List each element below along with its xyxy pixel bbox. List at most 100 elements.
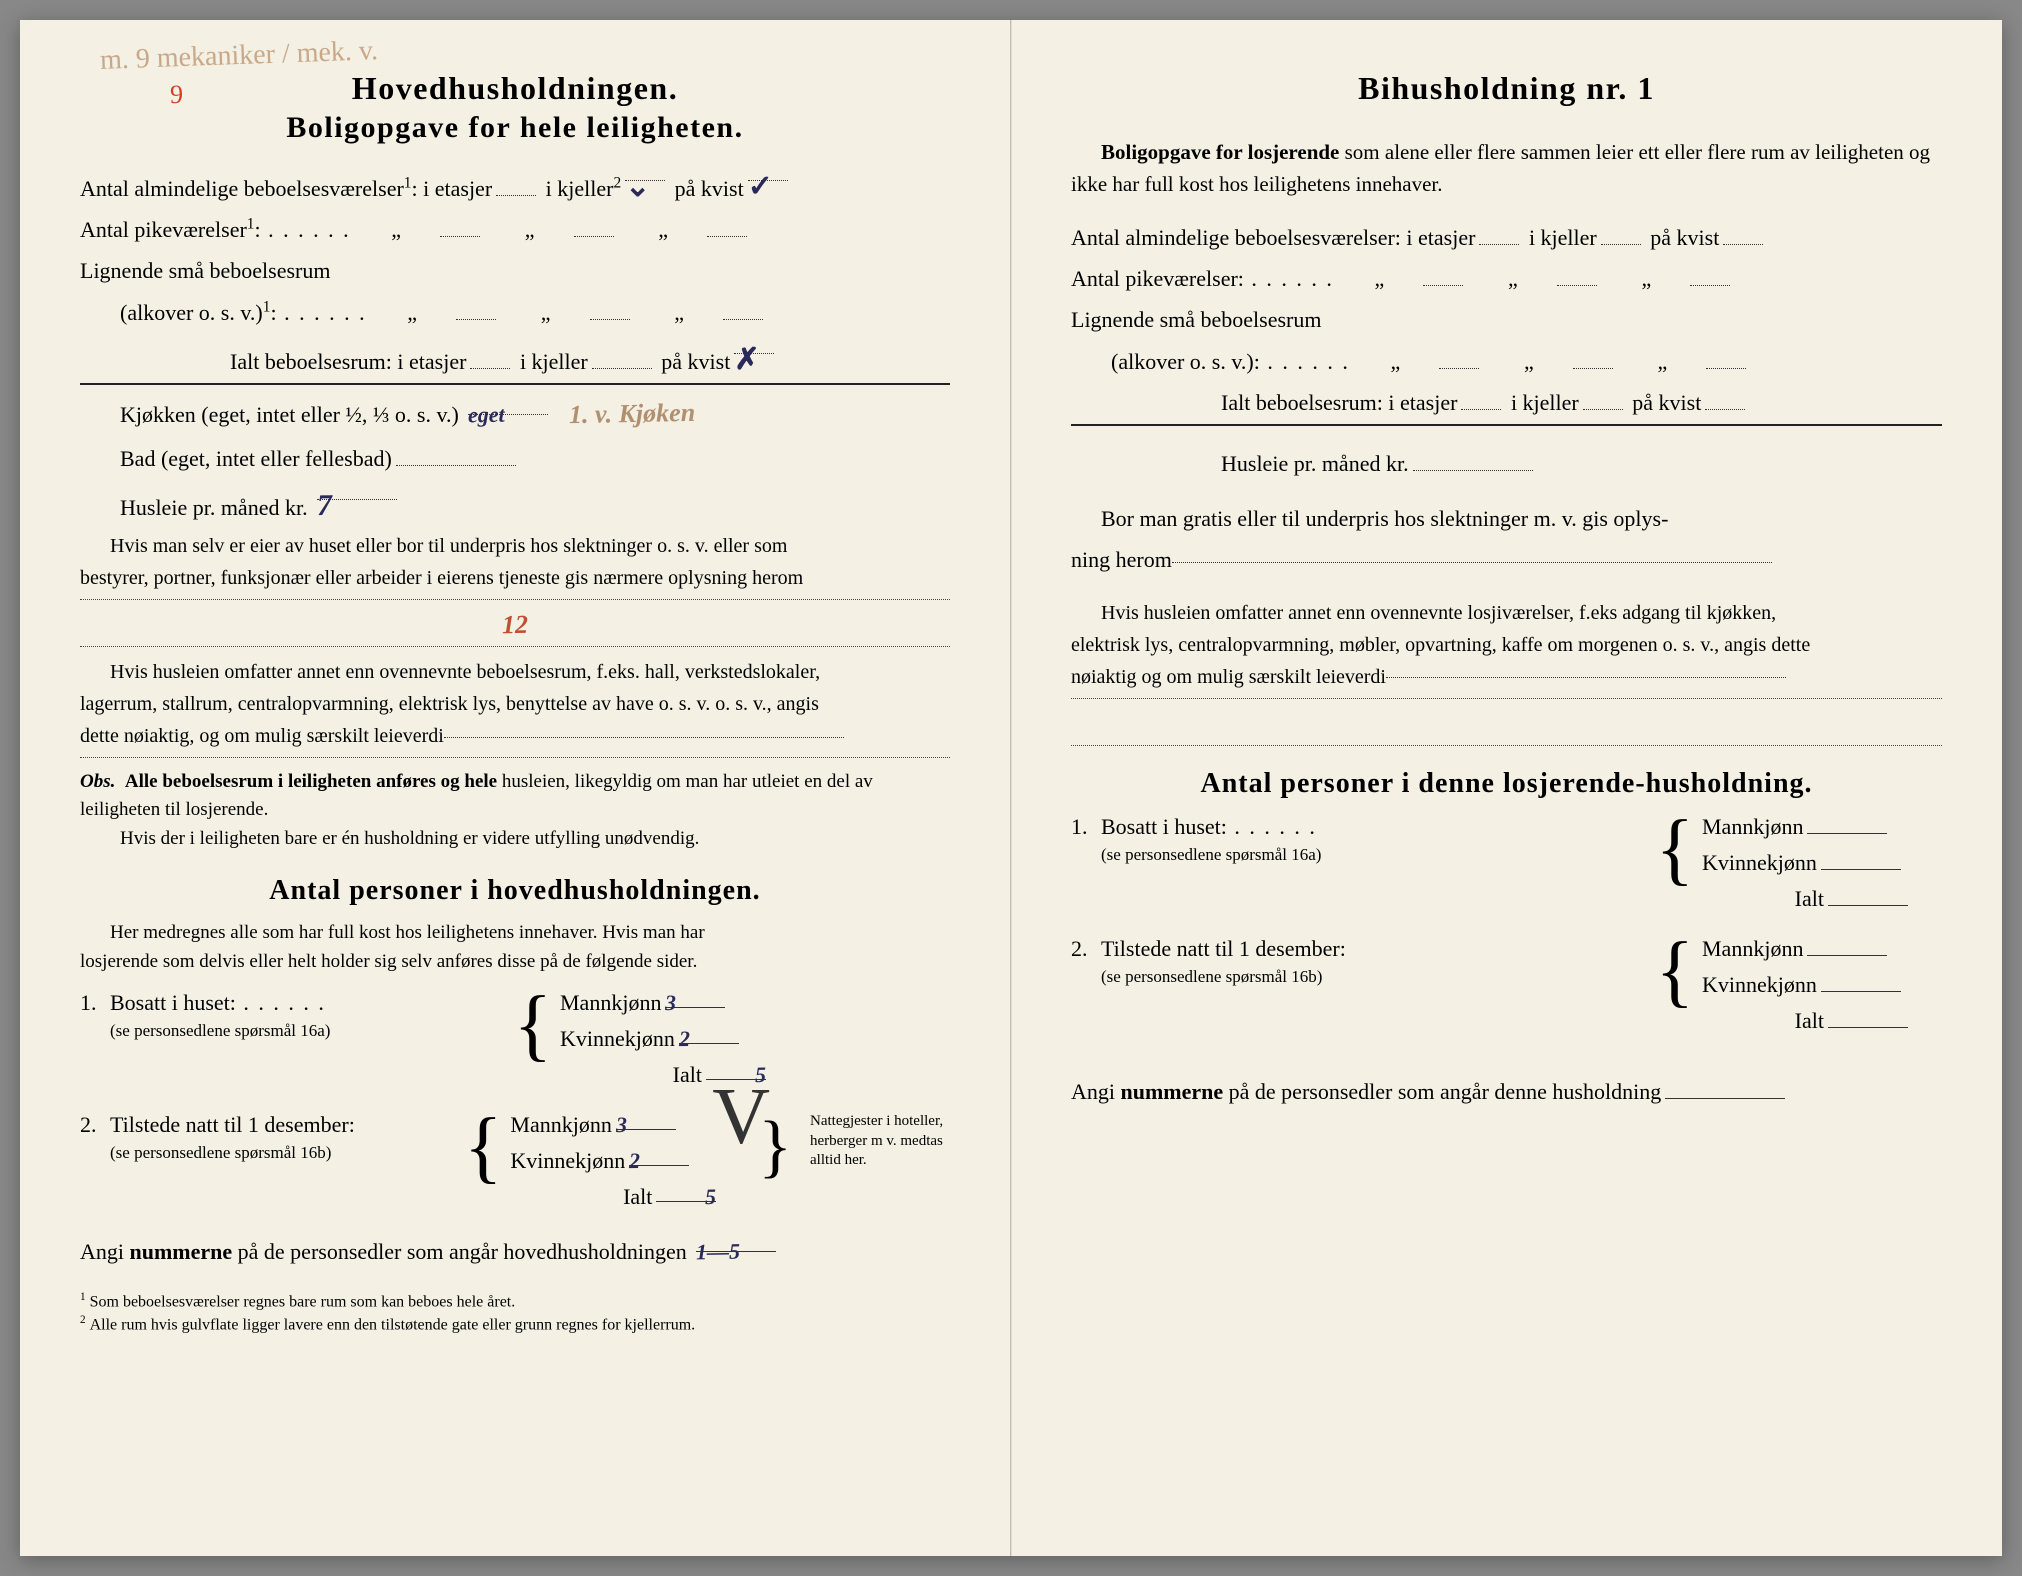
p1-k-blank: 2 (679, 1026, 739, 1044)
label-pike: Antal pikeværelser (80, 217, 247, 242)
r-note-3: nøiaktig og om mulig særskilt leieverdi (1071, 662, 1942, 692)
blank-kvist-1: ✓ (748, 163, 788, 181)
r-rule-2 (1071, 745, 1942, 746)
ditto-2c: „ (639, 295, 719, 330)
note-husleie-3-text: dette nøiaktig, og om mulig særskilt lei… (80, 725, 444, 747)
r-persons-row-2: 2. Tilstede natt til 1 desember: (se per… (1071, 936, 1942, 1044)
census-form-document: m. 9 mekaniker / mek. v. 9 Hovedhusholdn… (20, 20, 2002, 1556)
p2-m-label: Mannkjønn (510, 1112, 611, 1137)
row-lignende-1: Lignende små beboelsesrum (80, 253, 950, 288)
r-blank-e1 (1479, 227, 1519, 245)
r-dots-p1 (1227, 814, 1317, 839)
right-persons-title: Antal personer i denne losjerende-hushol… (1071, 768, 1942, 800)
r-blank-pkv (1690, 268, 1730, 286)
handwriting-red-9: 9 (170, 80, 183, 110)
p2-label: Tilstede natt til 1 desember: (110, 1112, 355, 1137)
r-p2-i-blank (1828, 1010, 1908, 1028)
rule-2 (80, 646, 950, 647)
r-label-ialt: Ialt beboelsesrum: (1221, 390, 1383, 415)
persons-intro-2: losjerende som delvis eller helt holder … (80, 948, 950, 977)
persons-intro-1: Her medregnes alle som har full kost hos… (80, 919, 950, 948)
r-label-kjeller: i kjeller (1529, 225, 1597, 250)
r-p2-i-label: Ialt (1795, 1008, 1824, 1033)
hw-red-12: 12 (502, 610, 529, 640)
note-eier-1: Hvis man selv er eier av huset eller bor… (80, 531, 950, 561)
hw-p1-k: 2 (679, 1026, 690, 1052)
hw-p2-i: 5 (705, 1184, 716, 1210)
r-brace-2: { (1648, 936, 1702, 1006)
persons-row-2: 2. Tilstede natt til 1 desember: (se per… (80, 1112, 950, 1220)
row-pikevaerelser: Antal pikeværelser1: „ „ „ (80, 212, 950, 247)
r-p1-m-blank (1807, 816, 1887, 834)
ditto-2b: „ (506, 295, 586, 330)
r-row-alkover: (alkover o. s. v.): „ „ „ (1071, 344, 1942, 379)
r-ialt-k-label: i kjeller (1511, 390, 1579, 415)
blank-bad (396, 448, 516, 466)
angi-rest: på de personsedler som angår hovedhushol… (238, 1239, 687, 1264)
r-dotline-b (1386, 677, 1786, 678)
row-ialt-bebo: Ialt beboelsesrum: i etasjer i kjeller p… (80, 336, 950, 385)
hw-eget: eget (468, 397, 505, 433)
r-note-1: Hvis husleien omfatter annet enn ovennev… (1071, 598, 1942, 628)
row-kjokken: Kjøkken (eget, intet eller ½, ⅓ o. s. v.… (80, 393, 950, 435)
row-bad: Bad (eget, intet eller fellesbad) (80, 441, 950, 476)
r-p1-k-label: Kvinnekjønn (1702, 850, 1817, 875)
hw-husleie-7: 7 (317, 482, 333, 530)
r-ditto-2c: „ (1622, 344, 1702, 379)
r-row-antal-alm: Antal almindelige beboelsesværelser: i e… (1071, 220, 1942, 255)
fn-sup-1: 1 (80, 1291, 86, 1303)
dots-2 (277, 300, 367, 325)
r-p2-k-blank (1821, 974, 1901, 992)
p2-num: 2. (80, 1112, 110, 1138)
label-ialt-bebo: Ialt beboelsesrum: (230, 349, 392, 374)
r-angi-row: Angi nummerne på de personsedler som ang… (1071, 1074, 1942, 1109)
r-blank-husleie (1413, 453, 1533, 471)
p1-label: Bosatt i huset: (110, 990, 236, 1015)
r-p2-m-blank (1807, 938, 1887, 956)
blank-kjokken: eget (468, 397, 548, 415)
r-persons-row-1: 1. Bosatt i huset: (se personsedlene spø… (1071, 814, 1942, 922)
sup-1c: 1 (263, 298, 271, 315)
ditto-1a: „ (356, 212, 436, 247)
dotline-a (444, 737, 844, 738)
label-kjokken: Kjøkken (eget, intet eller ½, ⅓ o. s. v.… (120, 402, 459, 427)
r-label-kvist: på kvist (1650, 225, 1719, 250)
p1-m-label: Mannkjønn (560, 990, 661, 1015)
p2-k-blank: 2 (629, 1148, 689, 1166)
row-husleie: Husleie pr. måned kr. 7 (80, 482, 950, 525)
angi-blank: 1—5 (696, 1234, 776, 1252)
r-note-3-text: nøiaktig og om mulig særskilt leieverdi (1071, 666, 1386, 688)
r-ialt-e-label: i etasjer (1388, 390, 1457, 415)
p1-i-label: Ialt (673, 1062, 702, 1087)
obs-label: Obs. (80, 771, 115, 792)
sup-1a: 1 (404, 175, 412, 192)
r-blank-ak (1573, 351, 1613, 369)
r-p1-vals: Mannkjønn Kvinnekjønn Ialt (1702, 814, 1942, 922)
p1-label-block: Bosatt i huset: (se personsedlene spørsm… (110, 990, 506, 1043)
r-ditto-1a: „ (1339, 261, 1419, 296)
r-blank-ikv (1705, 392, 1745, 410)
note-eier-2: bestyrer, portner, funksjonær eller arbe… (80, 563, 950, 593)
r-ialt-kv-label: på kvist (1632, 390, 1701, 415)
footnote-2: Alle rum hvis gulvflate ligger lavere en… (90, 1317, 696, 1334)
p2-label-block: Tilstede natt til 1 desember: (se person… (110, 1112, 456, 1165)
r-spacer (1071, 709, 1942, 739)
blank-alk-e (456, 302, 496, 320)
label-alkover: (alkover o. s. v.) (120, 300, 263, 325)
check-kjeller: ⌄ (625, 170, 650, 203)
r-bor-gratis-1: Bor man gratis eller til underpris hos s… (1071, 501, 1942, 536)
p2-i-label: Ialt (623, 1184, 652, 1209)
blank-pike-kv (707, 219, 747, 237)
r-p1-k-blank (1821, 852, 1901, 870)
r-p1-label-block: Bosatt i huset: (se personsedlene spørsm… (1101, 814, 1648, 867)
r-p2-label-block: Tilstede natt til 1 desember: (se person… (1101, 936, 1648, 989)
big-checkmark: V (712, 1072, 770, 1163)
r-angi-blank (1665, 1081, 1785, 1099)
right-title: Bihusholdning nr. 1 (1071, 70, 1942, 107)
ditto-2a: „ (372, 295, 452, 330)
r-row-husleie: Husleie pr. måned kr. (1071, 446, 1942, 481)
label-ialt-etasjer: i etasjer (397, 349, 466, 374)
brace-1: { (506, 990, 560, 1060)
r-note-2: elektrisk lys, centralopvarmning, møbler… (1071, 630, 1942, 660)
hw-p2-k: 2 (629, 1148, 640, 1174)
